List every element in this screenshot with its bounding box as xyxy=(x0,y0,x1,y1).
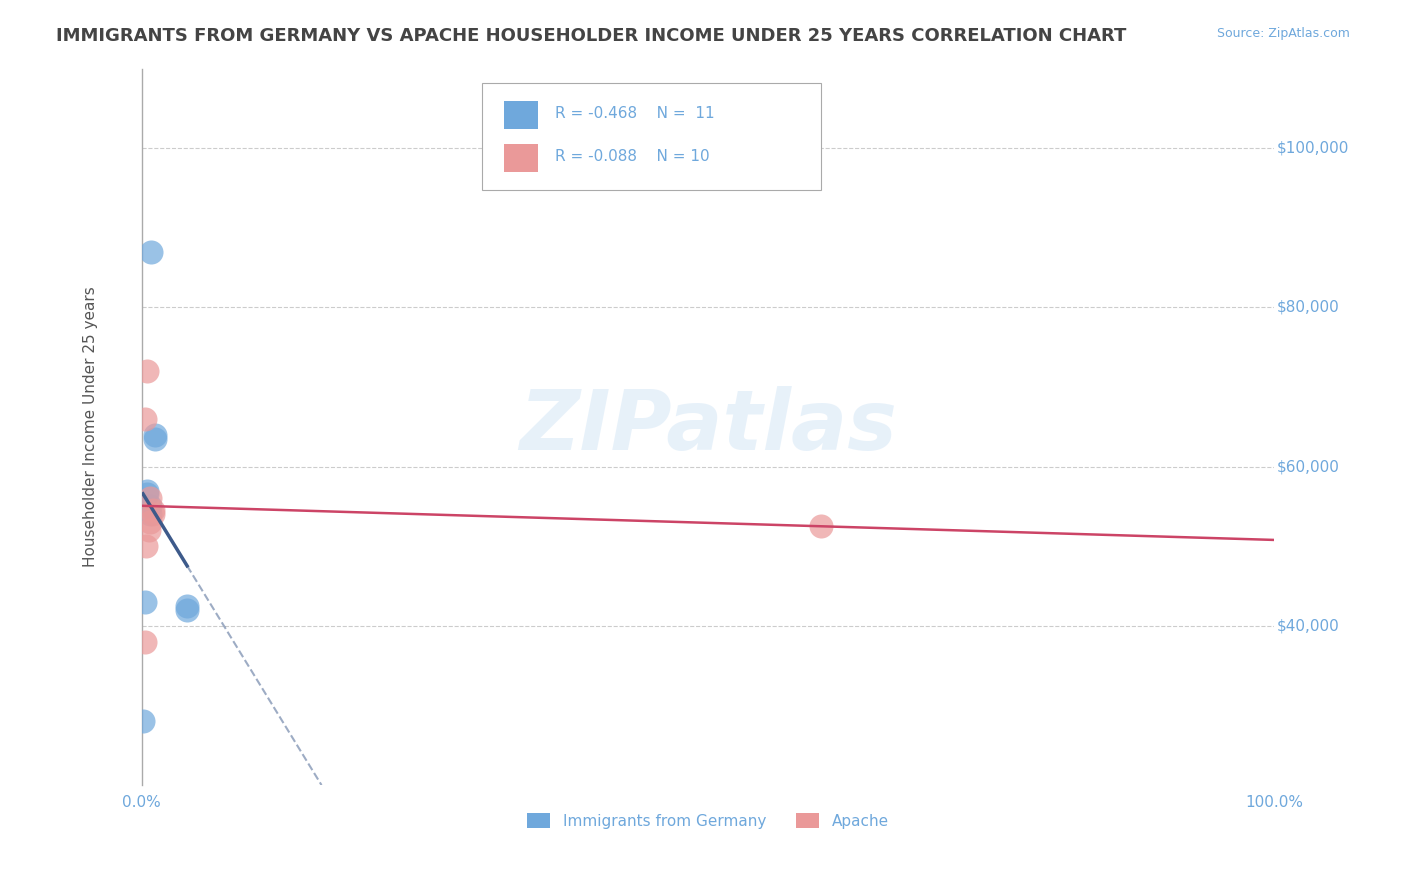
Point xyxy=(139,491,162,506)
Point xyxy=(142,503,165,517)
Text: $40,000: $40,000 xyxy=(1277,618,1340,633)
FancyBboxPatch shape xyxy=(505,101,538,129)
Legend: Immigrants from Germany, Apache: Immigrants from Germany, Apache xyxy=(522,806,894,835)
Point xyxy=(136,487,159,501)
Point xyxy=(139,244,162,259)
FancyBboxPatch shape xyxy=(505,144,538,172)
Point xyxy=(136,364,159,378)
Text: IMMIGRANTS FROM GERMANY VS APACHE HOUSEHOLDER INCOME UNDER 25 YEARS CORRELATION : IMMIGRANTS FROM GERMANY VS APACHE HOUSEH… xyxy=(56,27,1126,45)
Point xyxy=(145,432,167,446)
Point xyxy=(139,516,162,530)
Text: R = -0.088    N = 10: R = -0.088 N = 10 xyxy=(555,149,710,164)
Point xyxy=(810,519,832,533)
Point xyxy=(138,524,160,538)
Point xyxy=(132,714,155,729)
Point xyxy=(142,508,165,522)
Text: $80,000: $80,000 xyxy=(1277,300,1340,315)
Point xyxy=(145,427,167,442)
Text: R = -0.468    N =  11: R = -0.468 N = 11 xyxy=(555,106,714,121)
Text: Source: ZipAtlas.com: Source: ZipAtlas.com xyxy=(1216,27,1350,40)
Point xyxy=(176,599,198,613)
Point xyxy=(139,500,162,514)
Text: $100,000: $100,000 xyxy=(1277,141,1348,155)
Point xyxy=(134,595,156,609)
Text: ZIPatlas: ZIPatlas xyxy=(519,386,897,467)
Text: Householder Income Under 25 years: Householder Income Under 25 years xyxy=(83,286,98,567)
FancyBboxPatch shape xyxy=(482,83,821,190)
Point xyxy=(135,539,157,553)
Text: $60,000: $60,000 xyxy=(1277,459,1340,475)
Point xyxy=(134,412,156,426)
Point xyxy=(176,603,198,617)
Point xyxy=(139,508,162,522)
Point xyxy=(136,483,159,498)
Point xyxy=(134,634,156,648)
